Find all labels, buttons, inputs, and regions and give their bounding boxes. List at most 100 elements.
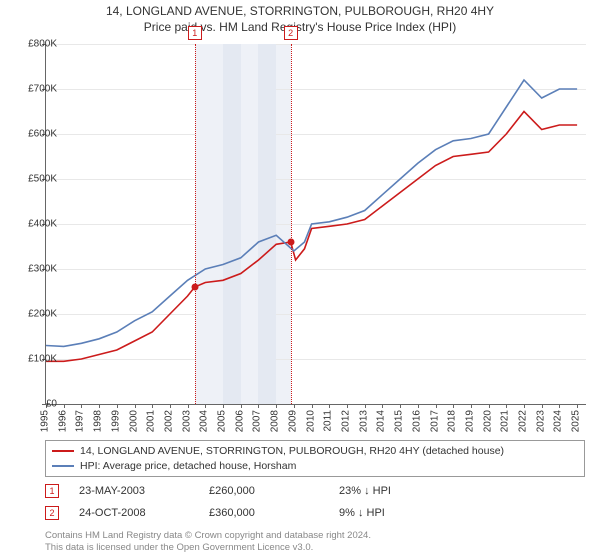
x-tick-label: 1998 — [93, 410, 104, 432]
x-tick-label: 2024 — [553, 410, 564, 432]
x-tick-label: 2008 — [270, 410, 281, 432]
chart-series-line — [46, 112, 577, 362]
x-tick — [436, 404, 437, 408]
y-tick-label: £400K — [17, 219, 57, 230]
x-tick — [524, 404, 525, 408]
event-2-date: 24-OCT-2008 — [79, 507, 209, 519]
x-tick — [577, 404, 578, 408]
x-tick-label: 2019 — [464, 410, 475, 432]
x-tick — [135, 404, 136, 408]
x-tick-label: 2015 — [394, 410, 405, 432]
x-tick-label: 1997 — [75, 410, 86, 432]
event-row-2: 2 24-OCT-2008 £360,000 9% ↓ HPI — [45, 506, 585, 520]
title-line-2: Price paid vs. HM Land Registry's House … — [0, 20, 600, 36]
legend-label-2: HPI: Average price, detached house, Hors… — [80, 459, 296, 474]
y-tick-label: £0 — [17, 399, 57, 410]
x-tick — [506, 404, 507, 408]
x-tick-label: 2010 — [305, 410, 316, 432]
x-tick — [382, 404, 383, 408]
x-tick — [81, 404, 82, 408]
x-tick-label: 2004 — [199, 410, 210, 432]
legend-swatch-2 — [52, 465, 74, 467]
x-tick-label: 2009 — [287, 410, 298, 432]
x-tick-label: 2022 — [518, 410, 529, 432]
x-tick — [99, 404, 100, 408]
x-tick-label: 2021 — [500, 410, 511, 432]
event-2-price: £360,000 — [209, 507, 339, 519]
chart-series-line — [46, 80, 577, 346]
x-tick-label: 1996 — [57, 410, 68, 432]
x-tick-label: 2002 — [163, 410, 174, 432]
x-tick — [471, 404, 472, 408]
x-tick — [241, 404, 242, 408]
x-tick-label: 2005 — [217, 410, 228, 432]
x-tick-label: 2020 — [482, 410, 493, 432]
x-tick-label: 1999 — [110, 410, 121, 432]
legend-box: 14, LONGLAND AVENUE, STORRINGTON, PULBOR… — [45, 440, 585, 477]
y-tick-label: £700K — [17, 84, 57, 95]
x-tick-label: 2003 — [181, 410, 192, 432]
event-vline — [291, 44, 292, 404]
copyright-block: Contains HM Land Registry data © Crown c… — [45, 530, 371, 554]
x-tick-label: 1995 — [40, 410, 51, 432]
x-tick-label: 2013 — [358, 410, 369, 432]
y-tick-label: £800K — [17, 39, 57, 50]
x-tick — [258, 404, 259, 408]
x-tick — [400, 404, 401, 408]
x-tick — [188, 404, 189, 408]
chart-plot-area: 12 — [45, 44, 586, 405]
legend-swatch-1 — [52, 450, 74, 452]
x-tick-label: 2017 — [429, 410, 440, 432]
x-tick-label: 2025 — [571, 410, 582, 432]
x-tick-label: 2001 — [146, 410, 157, 432]
y-tick-label: £500K — [17, 174, 57, 185]
x-tick — [294, 404, 295, 408]
x-tick-label: 2007 — [252, 410, 263, 432]
x-tick — [542, 404, 543, 408]
x-tick-label: 2006 — [234, 410, 245, 432]
event-2-diff: 9% ↓ HPI — [339, 507, 469, 519]
event-1-price: £260,000 — [209, 485, 339, 497]
legend-item-1: 14, LONGLAND AVENUE, STORRINGTON, PULBOR… — [52, 444, 578, 459]
x-tick — [117, 404, 118, 408]
x-tick-label: 2011 — [323, 410, 334, 432]
chart-lines-svg — [46, 44, 586, 404]
x-tick — [64, 404, 65, 408]
event-row-1: 1 23-MAY-2003 £260,000 23% ↓ HPI — [45, 484, 585, 498]
x-tick — [365, 404, 366, 408]
chart-title-block: 14, LONGLAND AVENUE, STORRINGTON, PULBOR… — [0, 0, 600, 35]
event-1-diff: 23% ↓ HPI — [339, 485, 469, 497]
x-tick — [312, 404, 313, 408]
x-tick — [453, 404, 454, 408]
x-tick — [170, 404, 171, 408]
title-line-1: 14, LONGLAND AVENUE, STORRINGTON, PULBOR… — [0, 4, 600, 20]
x-tick — [347, 404, 348, 408]
event-marker-box: 1 — [188, 26, 202, 40]
y-tick-label: £300K — [17, 264, 57, 275]
y-tick-label: £100K — [17, 354, 57, 365]
event-1-date: 23-MAY-2003 — [79, 485, 209, 497]
x-tick-label: 2018 — [447, 410, 458, 432]
y-tick-label: £200K — [17, 309, 57, 320]
legend-label-1: 14, LONGLAND AVENUE, STORRINGTON, PULBOR… — [80, 444, 504, 459]
x-tick — [223, 404, 224, 408]
x-tick-label: 2016 — [411, 410, 422, 432]
event-marker-1-icon: 1 — [45, 484, 59, 498]
x-tick — [418, 404, 419, 408]
x-tick — [329, 404, 330, 408]
event-marker-box: 2 — [284, 26, 298, 40]
x-tick — [276, 404, 277, 408]
x-tick-label: 2000 — [128, 410, 139, 432]
event-vline — [195, 44, 196, 404]
x-tick — [205, 404, 206, 408]
legend-item-2: HPI: Average price, detached house, Hors… — [52, 459, 578, 474]
event-marker-dot — [191, 284, 198, 291]
x-tick-label: 2012 — [340, 410, 351, 432]
x-tick-label: 2014 — [376, 410, 387, 432]
copyright-line-2: This data is licensed under the Open Gov… — [45, 542, 371, 554]
x-tick — [489, 404, 490, 408]
event-marker-dot — [287, 239, 294, 246]
event-marker-2-icon: 2 — [45, 506, 59, 520]
y-tick-label: £600K — [17, 129, 57, 140]
copyright-line-1: Contains HM Land Registry data © Crown c… — [45, 530, 371, 542]
